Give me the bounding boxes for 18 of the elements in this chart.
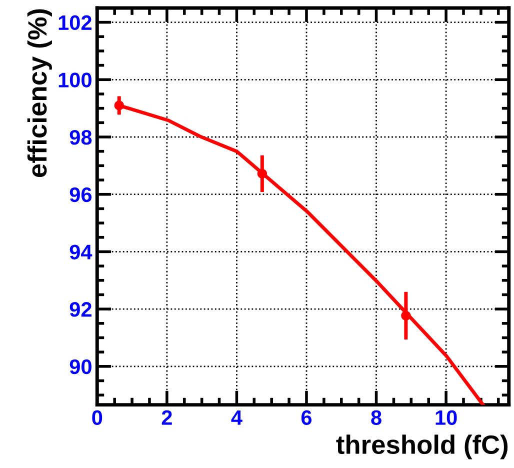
y-tick-label: 98 bbox=[70, 130, 92, 145]
y-tick-label: 102 bbox=[58, 15, 92, 30]
point bbox=[401, 310, 411, 320]
x-tick-label: 10 bbox=[436, 410, 457, 425]
y-tick-label: 94 bbox=[70, 244, 92, 260]
y-axis-title: efficiency (%) bbox=[27, 9, 52, 178]
point bbox=[257, 168, 268, 179]
y-tick-label: 92 bbox=[70, 302, 92, 317]
y-tick-label: 90 bbox=[70, 359, 92, 374]
point bbox=[114, 100, 124, 110]
x-tick-label: 4 bbox=[231, 410, 242, 425]
x-tick-label: 0 bbox=[92, 410, 102, 425]
y-tick-label: 100 bbox=[58, 72, 92, 88]
x-tick-label: 2 bbox=[162, 410, 172, 425]
x-tick-label: 8 bbox=[371, 410, 382, 425]
x-tick-label: 6 bbox=[301, 410, 312, 425]
x-axis-title: threshold (fC) bbox=[336, 434, 508, 460]
y-tick-label: 96 bbox=[70, 187, 92, 202]
